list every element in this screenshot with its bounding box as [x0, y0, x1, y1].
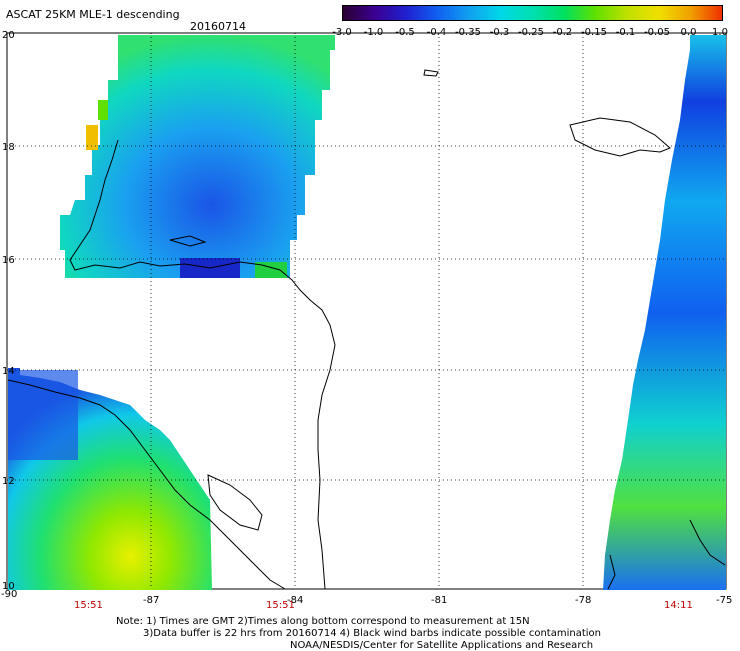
coastlines [7, 69, 726, 590]
x-tick: -87 [143, 595, 159, 606]
y-tick: 16 [2, 255, 15, 266]
note-line-3: NOAA/NESDIS/Center for Satellite Applica… [290, 640, 594, 651]
axis-labels: -90 -87 -84 -81 -78 -75 20 18 16 14 12 1… [1, 30, 732, 606]
x-tick: -90 [1, 589, 17, 600]
pass-time-label: 15:51 [266, 600, 295, 611]
jamaica-outline [569, 117, 671, 157]
y-tick: 10 [2, 581, 15, 592]
swath-lower-left [8, 368, 212, 590]
gridlines [7, 33, 726, 589]
map-title: ASCAT 25KM MLE-1 descending [6, 8, 180, 21]
y-tick: 14 [2, 366, 15, 377]
y-tick: 18 [2, 142, 15, 153]
y-tick: 20 [2, 30, 15, 41]
note-line-1: Note: 1) Times are GMT 2)Times along bot… [116, 616, 530, 627]
note-line-2: 3)Data buffer is 22 hrs from 20160714 4)… [143, 628, 601, 639]
colorbar [342, 5, 723, 21]
map-date: 20160714 [190, 20, 246, 33]
y-tick: 12 [2, 476, 15, 487]
swath-right [603, 35, 726, 590]
pass-time-label: 14:11 [664, 600, 693, 611]
x-tick: -75 [716, 595, 732, 606]
x-tick: -81 [431, 595, 447, 606]
pass-time-label: 15:51 [74, 600, 103, 611]
swath-upper-left [60, 35, 335, 278]
x-tick: -78 [575, 595, 591, 606]
x-tick: -84 [287, 595, 303, 606]
